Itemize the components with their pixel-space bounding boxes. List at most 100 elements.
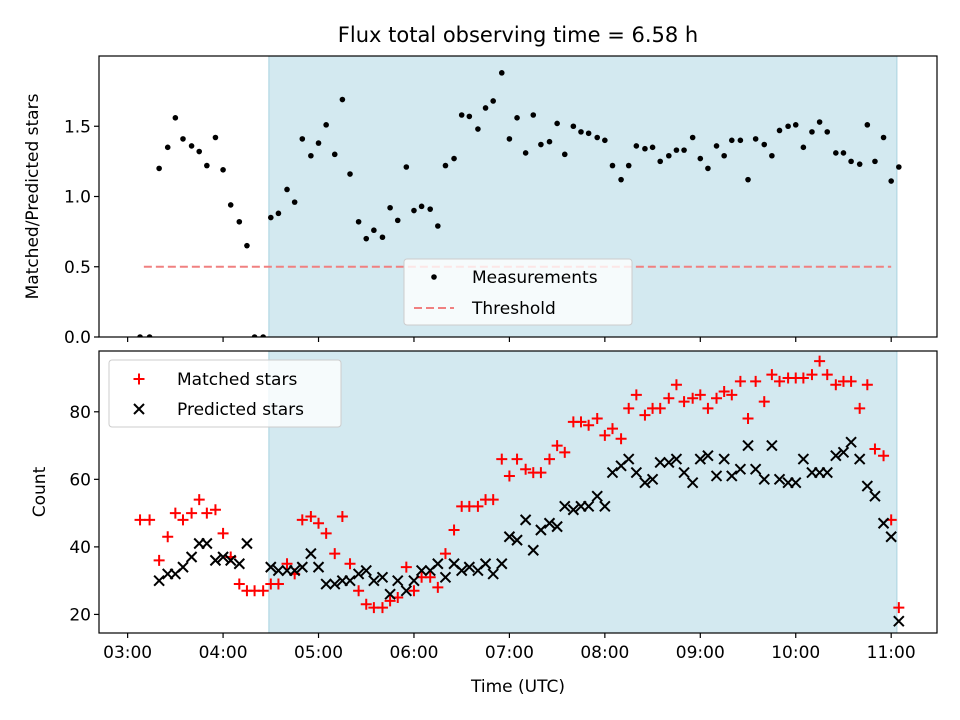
measurement-point [752,136,759,142]
matched-stars-point [575,416,587,428]
legend-label: Threshold [471,299,556,319]
predicted-stars-point [153,574,165,587]
matched-stars-point [599,429,611,441]
measurement-point [745,176,751,183]
measurement-point [673,147,680,153]
measurement-point [267,214,274,221]
measurement-point [609,162,616,169]
measurement-point [666,152,672,159]
predicted-stars-point [606,466,619,479]
matched-stars-point [169,507,181,519]
legend-box [403,258,633,326]
measurement-point [403,164,410,170]
legend-measurement-swatch [431,274,437,280]
predicted-stars-point [344,574,356,587]
predicted-stars-point [742,439,754,452]
measurement-point [761,141,768,148]
x-tick-label: 03:00 [103,643,152,663]
measurement-point [411,207,417,214]
matched-stars-point [630,389,642,401]
predicted-stars-point [439,571,452,583]
predicted-stars-point [639,477,651,489]
predicted-stars-point [535,524,547,536]
predicted-stars-point [225,554,237,567]
predicted-stars-point [654,456,666,469]
matched-stars-point [503,470,515,482]
legend-label: Predicted stars [177,400,304,420]
matched-stars-point [344,558,356,570]
measurement-point [418,203,425,210]
measurement-point [196,148,203,155]
y-tick-label: 0.5 [64,258,91,278]
measurement-point [355,218,362,225]
predicted-stars-point [797,453,810,465]
matched-stars-point [726,389,738,401]
predicted-stars-point [821,466,833,479]
predicted-stars-point [519,514,532,526]
matched-stars-point [893,602,905,614]
matched-stars-point [162,531,174,543]
predicted-stars-point [766,439,778,452]
predicted-stars-point [893,615,905,627]
measurement-point [840,150,847,156]
y-axis-label: Matched/Predicted stars [23,93,43,299]
measurement-point [713,143,720,149]
measurement-point [833,150,839,156]
x-tick-label: 08:00 [580,643,629,663]
predicted-stars-point [686,477,699,489]
predicted-stars-point [773,473,786,486]
predicted-stars-point [511,534,523,546]
measurement-point [864,122,871,128]
measurement-point [172,115,179,121]
measurement-point [856,161,863,167]
measurement-point [275,210,282,217]
legend: Matched stars Predicted stars [108,359,342,428]
matched-stars-point [734,375,746,387]
predicted-stars-point [678,466,690,479]
matched-stars-point [678,396,690,408]
matched-stars-point [257,585,269,597]
legend: Measurements Threshold [403,258,633,326]
predicted-stars-point [265,561,277,573]
axes-frame [98,350,938,634]
measurement-point [506,136,513,142]
legend-matched-swatch [133,373,145,385]
measurement-point [363,235,370,242]
matched-stars-point [272,578,284,590]
measurement-point [284,186,290,193]
measurement-point [721,152,727,159]
measurement-point [522,150,529,156]
measurement-point [236,218,243,225]
measurement-point [291,199,298,205]
predicted-stars-point [432,558,444,570]
matched-stars-point [408,585,420,597]
measurement-point [299,136,306,142]
predicted-stars-point [185,551,198,563]
measurement-point [570,123,577,130]
predicted-stars-point [694,453,707,465]
predicted-stars-point [503,531,516,543]
matched-stars-point [551,440,563,452]
measurement-point [697,155,704,162]
measurement-point [618,176,624,183]
measurement-point [769,152,775,159]
matched-stars-point [201,507,213,519]
predicted-stars-point [877,517,890,529]
matched-stars-point [774,375,786,387]
y-tick-label: 40 [69,538,91,558]
measurement-point [530,112,537,118]
matched-stars-point [281,558,293,570]
measurement-point [347,171,353,177]
matched-stars-point [520,463,532,475]
matched-stars-point [591,413,603,425]
measurement-point [649,144,656,151]
matched-stars-point [186,507,198,519]
matched-stars-point [861,379,873,391]
predicted-stars-point [599,500,611,513]
matched-stars-point [217,527,229,539]
matched-stars-point [376,602,388,614]
measurement-point [227,202,234,208]
matched-stars-point [821,369,833,381]
legend-box [108,359,342,428]
measurement-point [156,165,162,172]
